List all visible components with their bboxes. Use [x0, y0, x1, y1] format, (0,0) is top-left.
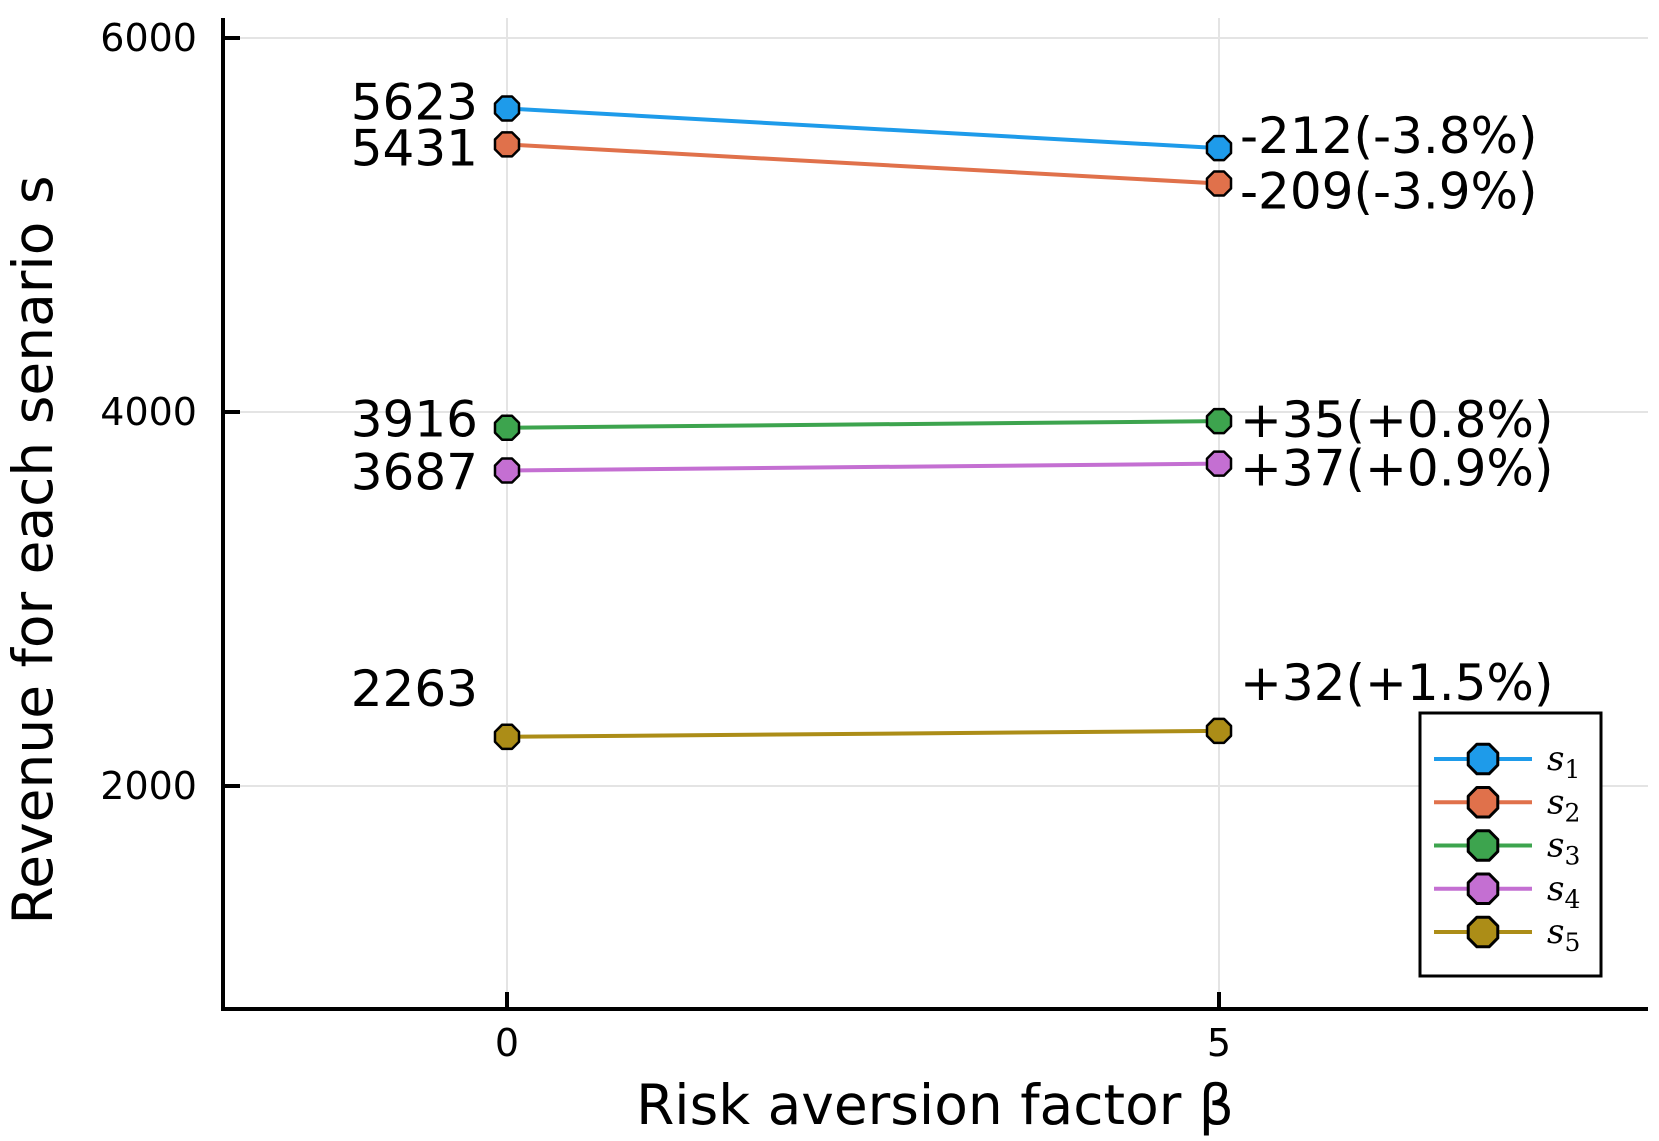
start-value-annotation-s3: 3916 [351, 391, 478, 449]
series-line-s1 [506, 106, 1220, 151]
legend-marker-s4 [1466, 872, 1500, 906]
series-line-s3 [506, 419, 1220, 430]
series-line-s5 [506, 728, 1220, 739]
series-marker-s3-start [493, 414, 521, 441]
legend-marker-s2 [1466, 785, 1500, 819]
series-line-s2 [506, 142, 1220, 186]
start-value-annotation-s5: 2263 [351, 660, 478, 718]
legend-label-subscript-s4: 4 [1564, 884, 1580, 913]
series-layer [493, 95, 1233, 751]
legend-label-subscript-s1: 1 [1564, 755, 1580, 784]
y-axis-label: Revenue for each senario s [1, 176, 65, 925]
axis-layer [221, 18, 1648, 1011]
x-tick-label: 0 [495, 1021, 519, 1065]
series-marker-s3-end [1205, 407, 1233, 435]
annotation-layer: 5623 -212(-3.8%) 5431 -209(-3.9%) 3916 +35(+0… [351, 73, 1554, 717]
y-tick-label: 4000 [100, 390, 197, 434]
series-marker-s1-end [1205, 134, 1233, 162]
legend-marker-s5 [1466, 915, 1500, 949]
tick-label-layer: 0 5 2000 4000 6000 [100, 16, 1231, 1065]
series-marker-s4-end [1205, 450, 1233, 477]
series-marker-s1-start [493, 95, 521, 122]
y-tick-label: 6000 [100, 16, 197, 60]
delta-annotation-s2: -209(-3.9%) [1240, 162, 1538, 220]
legend-label-s3: s3 [1547, 826, 1580, 871]
y-tick-label: 2000 [100, 764, 197, 808]
x-axis-label: Risk aversion factor β [636, 1073, 1234, 1137]
legend-label-subscript-s3: 3 [1564, 841, 1580, 870]
legend-marker-s3 [1466, 829, 1500, 862]
series-line-s4 [506, 461, 1220, 473]
legend-label-subscript-s2: 2 [1564, 798, 1580, 827]
legend-label-subscript-s5: 5 [1564, 928, 1580, 957]
start-value-annotation-s4: 3687 [351, 444, 478, 502]
delta-annotation-s4: +37(+0.9%) [1240, 440, 1553, 498]
series-marker-s5-start [493, 723, 521, 751]
series-marker-s2-end [1205, 170, 1233, 197]
delta-annotation-s1: -212(-3.8%) [1240, 107, 1538, 165]
legend-marker-s1 [1466, 742, 1500, 776]
delta-annotation-s3: +35(+0.8%) [1240, 391, 1553, 449]
x-tick-label: 5 [1207, 1021, 1231, 1065]
start-value-annotation-s1: 5623 [351, 73, 478, 131]
series-marker-s4-start [493, 457, 521, 484]
start-value-annotation-s2: 5431 [351, 119, 478, 177]
legend-label-s2: s2 [1547, 782, 1580, 827]
series-marker-s5-end [1205, 717, 1233, 745]
series-marker-s2-start [493, 131, 521, 158]
delta-annotation-s5: +32(+1.5%) [1240, 654, 1553, 712]
